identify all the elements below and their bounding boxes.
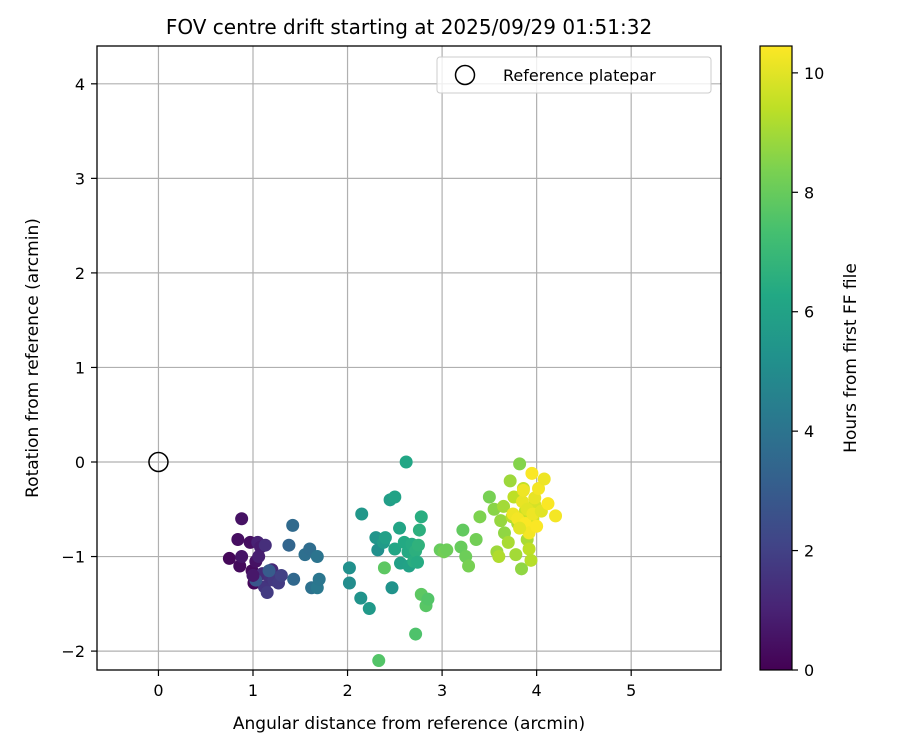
y-tick-label: 0 xyxy=(75,453,85,472)
scatter-point xyxy=(342,576,356,590)
scatter-point xyxy=(355,507,369,521)
colorbar-tick-label: 0 xyxy=(804,661,814,680)
scatter-point xyxy=(522,542,536,556)
x-tick-label: 2 xyxy=(342,681,352,700)
scatter-point xyxy=(440,543,454,557)
scatter-point xyxy=(501,535,515,549)
scatter-point xyxy=(286,518,300,532)
scatter-point xyxy=(473,510,487,524)
scatter-point xyxy=(362,602,376,616)
grid xyxy=(97,46,721,670)
scatter-point xyxy=(515,562,529,576)
colorbar-ticks: 0 2 4 6 8 10 xyxy=(792,64,824,680)
scatter-point xyxy=(532,481,546,495)
scatter-point xyxy=(530,519,544,533)
scatter-point xyxy=(252,550,266,564)
x-tick-label: 0 xyxy=(153,681,163,700)
colorbar-tick-label: 6 xyxy=(804,303,814,322)
x-axis-label: Angular distance from reference (arcmin) xyxy=(233,714,585,734)
scatter-point xyxy=(388,542,402,556)
scatter-point xyxy=(342,561,356,575)
scatter-point xyxy=(287,572,301,586)
legend-marker-reference xyxy=(454,64,476,86)
colorbar-label: Hours from first FF file xyxy=(841,263,861,453)
scatter-point xyxy=(513,457,527,471)
scatter-point xyxy=(235,550,249,564)
plot-frame xyxy=(96,45,722,671)
scatter-point xyxy=(469,533,483,547)
y-tick-label: 2 xyxy=(75,264,85,283)
scatter-point xyxy=(541,497,555,511)
x-tick-label: 3 xyxy=(437,681,447,700)
colorbar-gradient xyxy=(759,45,793,671)
scatter-point xyxy=(312,572,326,586)
scatter-point xyxy=(409,627,423,641)
scatter-point xyxy=(378,531,392,545)
scatter-point xyxy=(524,553,538,567)
scatter-point xyxy=(549,509,563,523)
colorbar-tick-label: 2 xyxy=(804,542,814,561)
scatter-point xyxy=(222,551,236,565)
y-tick-label: 4 xyxy=(75,75,85,94)
scatter-point xyxy=(274,568,288,582)
x-axis-ticks: 0 1 2 3 4 5 xyxy=(153,670,636,700)
scatter-point xyxy=(462,559,476,573)
chart-title: FOV centre drift starting at 2025/09/29 … xyxy=(166,15,652,39)
scatter-point xyxy=(497,499,511,513)
colorbar-tick-label: 10 xyxy=(804,64,824,83)
scatter-point xyxy=(456,523,470,537)
scatter-point xyxy=(492,550,506,564)
colorbar: 0 2 4 6 8 10 Hours from first FF file xyxy=(759,45,861,680)
scatter-point xyxy=(412,523,426,537)
scatter-point xyxy=(516,483,530,497)
scatter-point xyxy=(282,538,296,552)
scatter-point xyxy=(513,521,527,535)
scatter-point xyxy=(246,568,260,582)
scatter-point xyxy=(399,455,413,469)
scatter-point xyxy=(482,490,496,504)
legend-box xyxy=(436,56,712,94)
scatter-point xyxy=(537,472,551,486)
reference-platepar-marker xyxy=(148,451,169,473)
scatter-point xyxy=(235,512,249,526)
scatter-point xyxy=(354,591,368,605)
y-tick-label: −2 xyxy=(61,642,85,661)
x-tick-label: 5 xyxy=(626,681,636,700)
scatter-point xyxy=(411,538,425,552)
scatter-point xyxy=(411,555,425,569)
colorbar-tick-label: 8 xyxy=(804,183,814,202)
y-tick-label: −1 xyxy=(61,548,85,567)
scatter-point xyxy=(262,564,276,578)
x-tick-label: 1 xyxy=(248,681,258,700)
colorbar-tick-label: 4 xyxy=(804,422,814,441)
scatter-point xyxy=(494,514,508,528)
scatter-point xyxy=(385,581,399,595)
y-axis-label: Rotation from reference (arcmin) xyxy=(23,218,43,498)
scatter-points xyxy=(222,455,563,668)
scatter-point xyxy=(372,654,386,668)
x-tick-label: 4 xyxy=(532,681,542,700)
scatter-point xyxy=(310,550,324,564)
legend: Reference platepar xyxy=(436,56,712,94)
y-tick-label: 1 xyxy=(75,358,85,377)
scatter-point xyxy=(258,538,272,552)
scatter-point xyxy=(414,510,428,524)
scatter-point xyxy=(421,592,435,606)
legend-label-reference: Reference platepar xyxy=(503,66,656,85)
scatter-point xyxy=(525,466,539,480)
scatter-point xyxy=(377,561,391,575)
scatter-point xyxy=(503,474,517,488)
scatter-point xyxy=(260,585,274,599)
y-tick-label: 3 xyxy=(75,169,85,188)
scatter-point xyxy=(388,490,402,504)
scatter-point xyxy=(231,533,245,547)
scatter-point xyxy=(393,521,407,535)
y-axis-ticks: −2 −1 0 1 2 3 4 xyxy=(61,75,97,661)
scatter-point xyxy=(509,548,523,562)
